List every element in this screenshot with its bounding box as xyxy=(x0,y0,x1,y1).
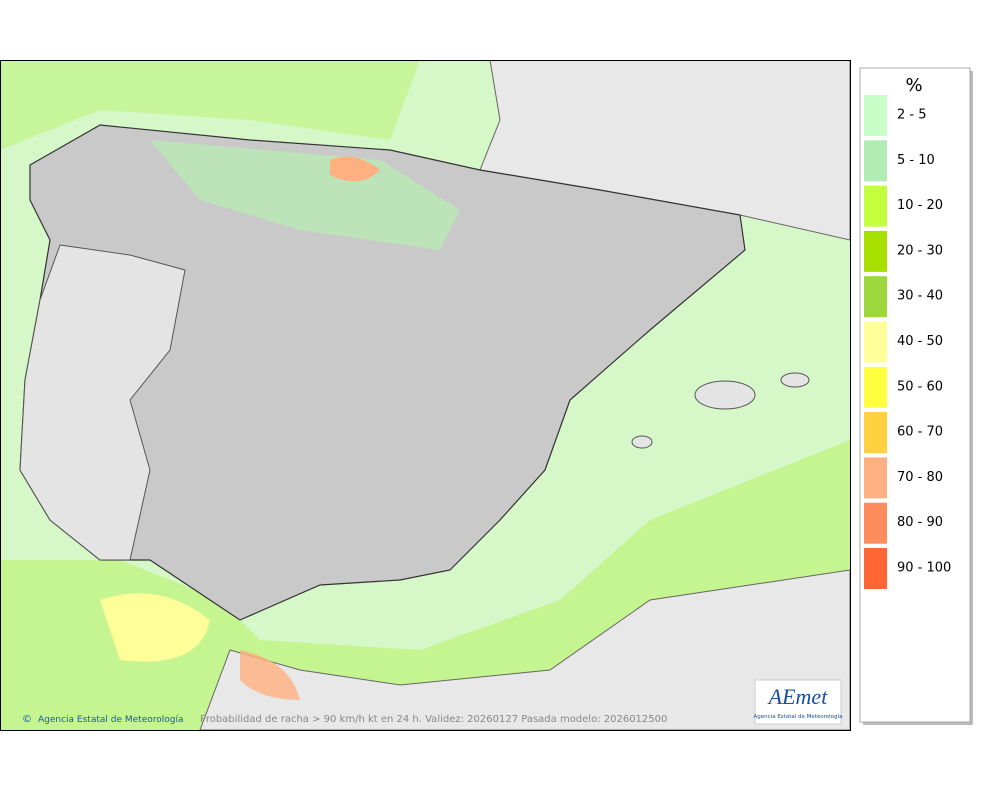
legend-label: 80 - 90 xyxy=(897,515,943,530)
legend-swatch xyxy=(864,230,887,272)
legend-swatch xyxy=(864,502,887,544)
legend-label: 10 - 20 xyxy=(897,198,943,213)
legend-swatch xyxy=(864,140,887,182)
legend-label: 50 - 60 xyxy=(897,379,943,394)
legend-swatch xyxy=(864,366,887,408)
map xyxy=(0,60,850,730)
legend-label: 20 - 30 xyxy=(897,243,943,258)
legend-swatch xyxy=(864,321,887,363)
legend-label: 2 - 5 xyxy=(897,108,927,123)
probability-area xyxy=(330,156,380,182)
logo-box xyxy=(754,679,842,725)
caption: Probabilidad de racha > 90 km/h kt en 24… xyxy=(200,714,667,725)
legend-swatch xyxy=(864,95,887,136)
legend-label: 90 - 100 xyxy=(897,561,951,576)
copyright: Agencia Estatal de Meteorología xyxy=(38,715,184,725)
copyright-icon: © xyxy=(22,714,32,725)
logo-name: AEmet xyxy=(767,684,829,709)
legend-swatch xyxy=(864,548,887,589)
probability-area xyxy=(0,60,420,150)
portugal xyxy=(19,244,186,561)
map-frame xyxy=(0,60,851,731)
legend-items: 2 - 5 5 - 10 10 - 20 20 - 30 30 - 40 40 - 50 5… xyxy=(864,95,951,589)
ibiza xyxy=(631,435,653,449)
legend-label: 40 - 50 xyxy=(897,334,943,349)
legend-label: 30 - 40 xyxy=(897,289,943,304)
menorca xyxy=(780,372,810,388)
probability-area xyxy=(240,650,300,700)
mallorca xyxy=(694,380,756,410)
legend-label: 5 - 10 xyxy=(897,153,935,168)
legend-swatch xyxy=(864,457,887,499)
probability-area xyxy=(100,593,210,662)
probability-area xyxy=(150,140,460,250)
legend-swatch xyxy=(864,185,887,227)
logo-subtitle: Agencia Estatal de Meteorología xyxy=(754,713,843,720)
legend-swatch xyxy=(864,276,887,318)
legend-label: 60 - 70 xyxy=(897,425,943,440)
legend-swatch xyxy=(864,412,887,454)
legend-label: 70 - 80 xyxy=(897,470,943,485)
legend-title: % xyxy=(905,75,922,96)
